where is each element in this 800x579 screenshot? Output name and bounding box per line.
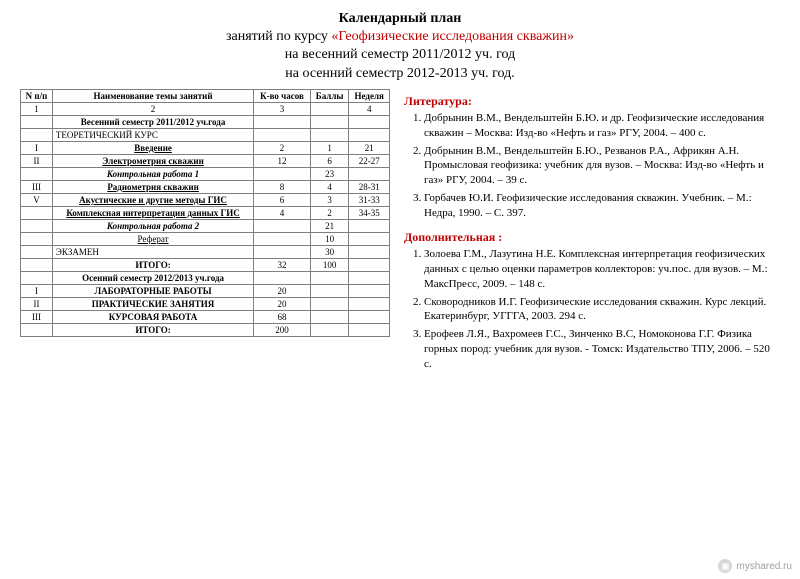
literature-heading: Литература: [404, 93, 774, 109]
title-line4: на осенний семестр 2012-2013 уч. год. [20, 65, 780, 83]
table-row: ТЕОРЕТИЧЕСКИЙ КУРС [21, 128, 390, 141]
table-row: Осенний семестр 2012/2013 уч.года [21, 271, 390, 284]
list-item: Золоева Г.М., Лазутина Н.Е. Комплексная … [424, 247, 774, 292]
table-row: IIIРадиометрия скважин8428-31 [21, 180, 390, 193]
additional-heading: Дополнительная : [404, 229, 774, 245]
table-row: IЛАБОРАТОРНЫЕ РАБОТЫ20 [21, 284, 390, 297]
table-row: VАкустические и другие методы ГИС6331-33 [21, 193, 390, 206]
list-item: Добрынин В.М., Вендельштейн Б.Ю. и др. Г… [424, 111, 774, 141]
table-header: N п/п [21, 89, 53, 102]
table-row: ЭКЗАМЕН30 [21, 245, 390, 258]
additional-list: Золоева Г.М., Лазутина Н.Е. Комплексная … [404, 247, 774, 372]
table-row: Контрольная работа 221 [21, 219, 390, 232]
list-item: Добрынин В.М., Вендельштейн Б.Ю., Резван… [424, 144, 774, 189]
list-item: Ерофеев Л.Я., Вахромеев Г.С., Зинченко В… [424, 327, 774, 372]
title-line2: занятий по курсу «Геофизические исследов… [20, 28, 780, 46]
list-item: Горбачев Ю.И. Геофизические исследования… [424, 191, 774, 221]
table-row: IIIКУРСОВАЯ РАБОТА68 [21, 310, 390, 323]
title-line3: на весенний семестр 2011/2012 уч. год [20, 46, 780, 64]
table-row: IВведение2121 [21, 141, 390, 154]
literature-list: Добрынин В.М., Вендельштейн Б.Ю. и др. Г… [404, 111, 774, 221]
table-row: IIЭлектрометрия скважин12622-27 [21, 154, 390, 167]
table-header: Наименование темы занятий [52, 89, 253, 102]
table-header: Неделя [349, 89, 390, 102]
list-item: Сковородников И.Г. Геофизические исследо… [424, 295, 774, 325]
presentation-icon: ▣ [718, 559, 732, 573]
table-row: Реферат10 [21, 232, 390, 245]
watermark: ▣ myshared.ru [718, 559, 792, 573]
table-row: Весенний семестр 2011/2012 уч.года [21, 115, 390, 128]
table-row: Комплексная интерпретация данных ГИС4234… [21, 206, 390, 219]
table-row: Контрольная работа 123 [21, 167, 390, 180]
title-block: Календарный план занятий по курсу «Геофи… [20, 10, 780, 83]
title-line1: Календарный план [20, 10, 780, 28]
table-row: IIПРАКТИЧЕСКИЕ ЗАНЯТИЯ20 [21, 297, 390, 310]
table-header: Баллы [310, 89, 349, 102]
table-header: К-во часов [254, 89, 311, 102]
table-row: ИТОГО:32100 [21, 258, 390, 271]
table-row: ИТОГО:200 [21, 323, 390, 336]
schedule-table: N п/пНаименование темы занятийК-во часов… [20, 89, 390, 337]
